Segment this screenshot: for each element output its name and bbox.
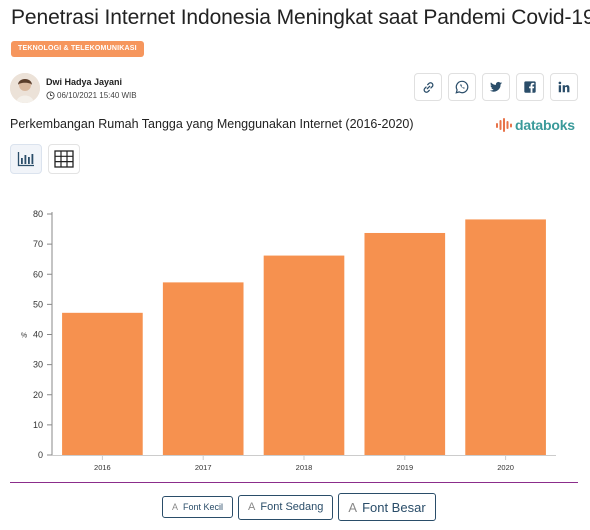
databoks-logo[interactable]: databoks: [496, 117, 575, 133]
bar: [62, 312, 143, 455]
font-small-button[interactable]: A Font Kecil: [162, 496, 234, 518]
chart-view-button[interactable]: [10, 144, 42, 174]
facebook-icon: [524, 81, 536, 93]
font-medium-button[interactable]: A Font Sedang: [238, 494, 334, 520]
x-tick-label: 2019: [396, 463, 413, 472]
linkedin-icon: [558, 81, 570, 93]
font-small-label: Font Kecil: [183, 502, 224, 512]
y-tick-label: 30: [33, 360, 43, 370]
y-tick-label: 10: [33, 420, 43, 430]
share-bar: [414, 73, 578, 101]
y-tick-label: 20: [33, 390, 43, 400]
font-medium-label: Font Sedang: [260, 501, 324, 513]
databoks-logo-icon: [496, 118, 512, 132]
divider: [10, 482, 578, 483]
clock-icon: [46, 91, 55, 100]
font-size-controls: A Font Kecil A Font Sedang A Font Besar: [162, 493, 436, 521]
y-tick-label: 0: [38, 450, 43, 460]
bar: [465, 219, 546, 455]
bar-chart: 0 10 20 30 40 50 60 70 80% 2016 2017 2018 2019 2020: [21, 209, 556, 472]
table-icon: [54, 150, 74, 168]
date-text: 06/10/2021 15:40 WIB: [57, 91, 137, 100]
whatsapp-share-button[interactable]: [448, 73, 476, 101]
chart-title: Perkembangan Rumah Tangga yang Menggunak…: [10, 117, 414, 131]
author-name[interactable]: Dwi Hadya Jayani: [46, 77, 123, 87]
link-share-button[interactable]: [414, 73, 442, 101]
databoks-logo-text: databoks: [515, 117, 575, 133]
link-icon: [423, 81, 433, 93]
y-tick-label: 50: [33, 299, 43, 309]
font-large-button[interactable]: A Font Besar: [338, 493, 436, 521]
whatsapp-icon: [455, 80, 469, 94]
font-icon: A: [348, 499, 358, 515]
bar: [162, 282, 244, 455]
category-badge[interactable]: TEKNOLOGI & TELEKOMUNIKASI: [11, 41, 144, 57]
y-tick-label: 40: [33, 330, 43, 340]
x-tick-label: 2016: [94, 463, 111, 472]
y-tick-label: 70: [33, 239, 43, 249]
font-large-label: Font Besar: [362, 499, 426, 515]
y-tick-label: 60: [33, 269, 43, 279]
y-tick-label: 80: [33, 209, 43, 219]
x-tick-label: 2020: [497, 463, 514, 472]
y-axis-label: %: [21, 333, 27, 340]
twitter-share-button[interactable]: [482, 73, 510, 101]
publish-date: 06/10/2021 15:40 WIB: [46, 91, 137, 100]
font-icon: A: [248, 501, 256, 513]
table-view-button[interactable]: [48, 144, 80, 174]
bar-chart-icon: [17, 152, 34, 167]
twitter-icon: [489, 81, 503, 92]
x-tick-label: 2018: [296, 463, 313, 472]
article-title: Penetrasi Internet Indonesia Meningkat s…: [11, 6, 590, 29]
bar: [263, 255, 345, 455]
linkedin-share-button[interactable]: [550, 73, 578, 101]
author-avatar: [10, 73, 40, 103]
font-icon: A: [172, 502, 179, 512]
x-tick-label: 2017: [195, 463, 212, 472]
facebook-share-button[interactable]: [516, 73, 544, 101]
bar: [364, 232, 446, 455]
